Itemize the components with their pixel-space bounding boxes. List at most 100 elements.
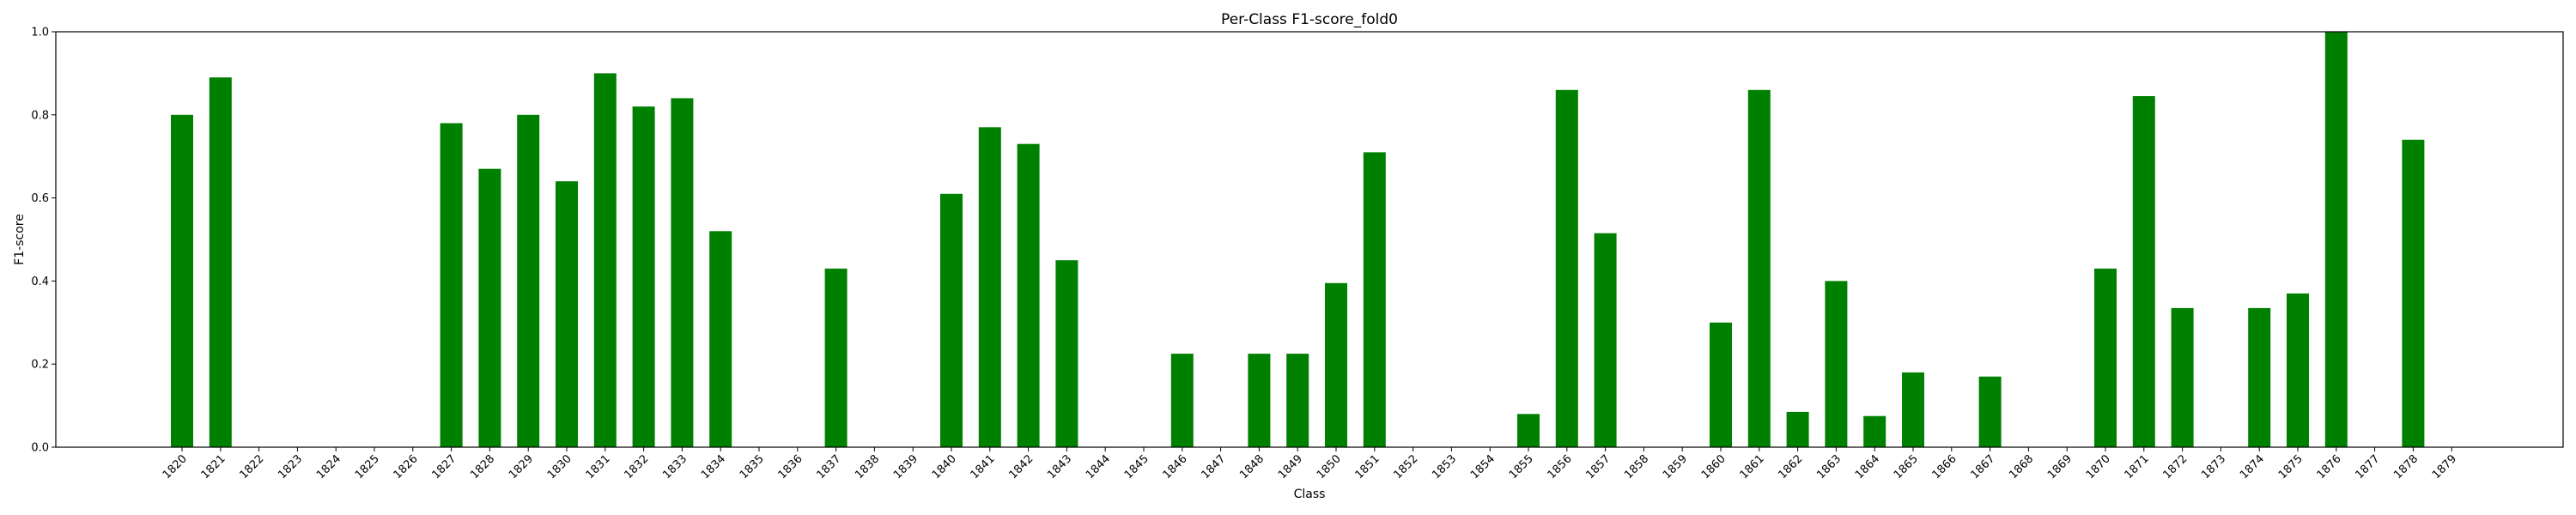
- y-axis: 0.0 0.2 0.4 0.6 0.8 1.0: [31, 27, 56, 455]
- x-tick-label-1848: 1848: [1237, 452, 1267, 482]
- x-tick-label-1865: 1865: [1892, 452, 1921, 482]
- x-tick-label-1878: 1878: [2391, 452, 2421, 482]
- bar-1830: [556, 181, 578, 447]
- y-tick-label-4: 0.8: [31, 109, 49, 122]
- x-tick-label-1864: 1864: [1853, 452, 1882, 482]
- bar-1831: [593, 73, 617, 448]
- x-tick-label-1836: 1836: [776, 452, 805, 482]
- bar-1874: [2248, 307, 2271, 447]
- x-tick-label-1847: 1847: [1199, 452, 1228, 482]
- bars-group: [171, 32, 2425, 448]
- bar-1842: [1017, 143, 1040, 447]
- bar-1849: [1286, 354, 1309, 447]
- x-tick-label-1821: 1821: [199, 452, 228, 482]
- y-tick-label-0: 0.0: [31, 442, 49, 455]
- x-tick-label-1861: 1861: [1738, 452, 1767, 482]
- bar-1851: [1363, 152, 1386, 447]
- bar-1843: [1055, 260, 1078, 447]
- x-axis: 1820 1821 1822 1823 1824 1825 1826 1827 1828 1829…: [161, 447, 2459, 482]
- x-tick-label-1850: 1850: [1315, 452, 1344, 482]
- x-tick-label-1851: 1851: [1353, 452, 1382, 482]
- x-tick-label-1840: 1840: [930, 452, 959, 482]
- x-tick-label-1833: 1833: [660, 452, 690, 482]
- x-tick-label-1830: 1830: [545, 452, 574, 482]
- x-tick-label-1866: 1866: [1930, 452, 1959, 482]
- x-tick-label-1829: 1829: [507, 452, 536, 482]
- bar-1864: [1863, 415, 1886, 447]
- bar-1867: [1978, 376, 2002, 447]
- bar-1855: [1517, 414, 1540, 447]
- bar-1862: [1786, 411, 1809, 447]
- x-tick-label-1838: 1838: [853, 452, 882, 482]
- bar-1821: [209, 77, 232, 447]
- bar-1861: [1747, 89, 1771, 448]
- x-axis-label: Class: [1294, 488, 1326, 501]
- bar-1832: [632, 106, 655, 447]
- x-tick-label-1853: 1853: [1430, 452, 1459, 482]
- bar-1820: [171, 114, 193, 448]
- y-tick-label-2: 0.4: [31, 276, 49, 288]
- bar-1833: [671, 98, 694, 448]
- x-tick-label-1852: 1852: [1391, 452, 1420, 482]
- x-tick-label-1862: 1862: [1776, 452, 1805, 482]
- bar-1827: [440, 123, 463, 447]
- x-tick-label-1874: 1874: [2238, 452, 2267, 482]
- x-tick-label-1824: 1824: [314, 452, 343, 482]
- x-tick-label-1837: 1837: [814, 452, 843, 482]
- x-tick-label-1860: 1860: [1699, 452, 1728, 482]
- x-tick-label-1828: 1828: [468, 452, 497, 482]
- bar-1846: [1170, 354, 1194, 447]
- x-tick-label-1856: 1856: [1546, 452, 1575, 482]
- y-tick-label-3: 0.6: [31, 192, 49, 205]
- y-tick-label-5: 1.0: [31, 27, 49, 39]
- bar-1857: [1594, 233, 1617, 447]
- x-tick-label-1879: 1879: [2430, 452, 2459, 482]
- x-tick-label-1855: 1855: [1507, 452, 1536, 482]
- x-tick-label-1849: 1849: [1276, 452, 1305, 482]
- x-tick-label-1835: 1835: [738, 452, 767, 482]
- x-tick-label-1863: 1863: [1814, 452, 1844, 482]
- bar-1871: [2132, 96, 2155, 447]
- bar-1856: [1555, 89, 1578, 448]
- bar-1865: [1902, 372, 1924, 447]
- x-tick-label-1826: 1826: [392, 452, 421, 482]
- x-tick-label-1868: 1868: [2007, 452, 2036, 482]
- bar-1850: [1325, 282, 1347, 447]
- x-tick-label-1820: 1820: [161, 452, 190, 482]
- plot-frame: [55, 31, 2564, 448]
- x-tick-label-1834: 1834: [699, 452, 728, 482]
- x-tick-label-1875: 1875: [2276, 452, 2306, 482]
- x-tick-label-1827: 1827: [429, 452, 459, 482]
- y-axis-label: F1-score: [13, 214, 27, 265]
- bar-1870: [2094, 268, 2117, 447]
- bar-1841: [978, 127, 1001, 448]
- x-tick-label-1831: 1831: [584, 452, 613, 482]
- bar-1834: [709, 231, 732, 447]
- bar-1863: [1825, 281, 1848, 447]
- x-tick-label-1872: 1872: [2160, 452, 2190, 482]
- x-tick-label-1871: 1871: [2123, 452, 2152, 482]
- x-tick-label-1877: 1877: [2353, 452, 2382, 482]
- x-tick-label-1873: 1873: [2199, 452, 2228, 482]
- bar-1848: [1248, 354, 1271, 447]
- bar-1878: [2402, 139, 2425, 448]
- x-tick-label-1846: 1846: [1161, 452, 1190, 482]
- y-tick-label-1: 0.2: [31, 359, 49, 372]
- x-tick-label-1859: 1859: [1661, 452, 1690, 482]
- x-tick-label-1825: 1825: [353, 452, 382, 482]
- bar-1829: [517, 114, 540, 448]
- bar-1875: [2287, 293, 2309, 447]
- x-tick-label-1822: 1822: [237, 452, 266, 482]
- x-tick-label-1858: 1858: [1622, 452, 1651, 482]
- bar-1837: [824, 268, 848, 447]
- x-tick-label-1842: 1842: [1006, 452, 1036, 482]
- x-tick-label-1844: 1844: [1084, 452, 1113, 482]
- x-tick-label-1839: 1839: [891, 452, 920, 482]
- x-tick-label-1823: 1823: [276, 452, 305, 482]
- x-tick-label-1876: 1876: [2315, 452, 2344, 482]
- bar-1872: [2171, 307, 2194, 447]
- x-tick-label-1832: 1832: [622, 452, 651, 482]
- bar-1828: [478, 168, 501, 447]
- x-tick-label-1870: 1870: [2084, 452, 2113, 482]
